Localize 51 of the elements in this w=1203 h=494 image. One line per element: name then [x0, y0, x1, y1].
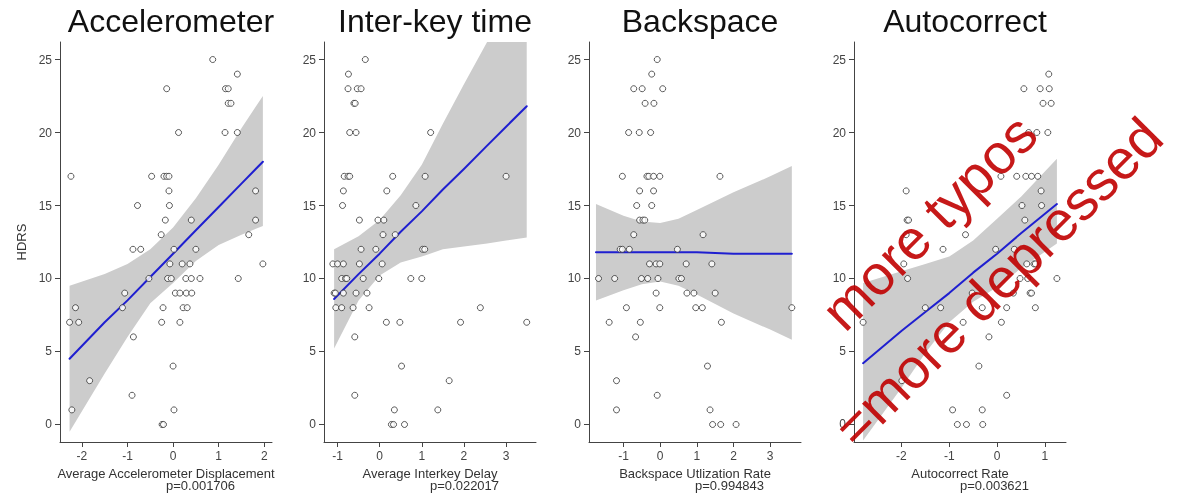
x-tick-label: 2: [260, 449, 268, 463]
y-tick-label: 0: [45, 417, 53, 432]
x-tick-label: -1: [943, 449, 955, 463]
x-tick-label: 0: [169, 449, 177, 463]
x-axis-title: Average Interkey Delay: [362, 465, 498, 481]
y-tick-label: 25: [832, 52, 847, 67]
y-tick-label: 25: [302, 52, 317, 67]
x-tick-label: 1: [693, 449, 701, 463]
y-axis-title: HDRS: [13, 223, 29, 261]
chart-title: Inter-key time: [338, 3, 532, 39]
y-tick-label: 10: [38, 271, 53, 286]
y-tick-label: 15: [832, 198, 847, 213]
x-tick-label: 1: [1041, 449, 1049, 463]
y-tick-label: 5: [574, 344, 582, 359]
text: p=0.994843: [695, 478, 765, 493]
x-axis-title: Backspace Utlization Rate: [619, 465, 771, 481]
y-tick-label: 25: [567, 52, 582, 67]
y-tick-label: 5: [309, 344, 317, 359]
x-tick-label: 3: [502, 449, 510, 463]
y-tick-label: 20: [302, 125, 317, 140]
x-tick-label: -2: [76, 449, 88, 463]
y-tick-label: 20: [567, 125, 582, 140]
y-tick-label: 10: [302, 271, 317, 286]
x-tick-label: -1: [618, 449, 630, 463]
y-tick-label: 20: [38, 125, 53, 140]
x-tick-label: 0: [993, 449, 1001, 463]
y-tick-label: 0: [574, 417, 582, 432]
x-tick-label: 2: [730, 449, 738, 463]
x-tick-label: 2: [460, 449, 468, 463]
y-tick-label: 10: [567, 271, 582, 286]
text: p=0.003621: [960, 478, 1030, 493]
y-tick-label: 5: [45, 344, 53, 359]
x-tick-label: -1: [332, 449, 344, 463]
x-axis-title: Average Accelerometer Displacement: [57, 465, 276, 481]
x-tick-label: 0: [656, 449, 664, 463]
x-tick-label: 0: [376, 449, 384, 463]
x-tick-label: -1: [122, 449, 134, 463]
chart-title: Accelerometer: [67, 3, 275, 39]
y-tick-label: 0: [309, 417, 317, 432]
y-tick-label: 20: [832, 125, 847, 140]
y-tick-label: 15: [302, 198, 317, 213]
chart-title: Backspace: [621, 3, 779, 39]
y-tick-label: 25: [38, 52, 53, 67]
chart-title: Autocorrect: [883, 3, 1047, 39]
x-tick-label: 1: [215, 449, 223, 463]
x-tick-label: 1: [418, 449, 426, 463]
x-axis-title: Autocorrect Rate: [911, 465, 1009, 481]
y-tick-label: 15: [567, 198, 582, 213]
y-tick-label: 15: [38, 198, 53, 213]
x-tick-label: -2: [896, 449, 908, 463]
x-tick-label: 3: [766, 449, 774, 463]
